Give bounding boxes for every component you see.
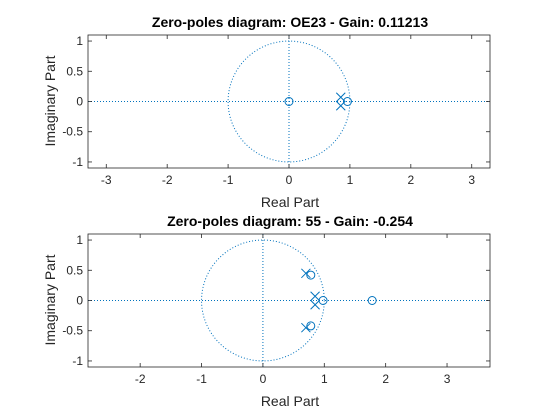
plot-1-xtick-label-3: 0 bbox=[286, 173, 293, 187]
plot-1-pole-0 bbox=[335, 92, 346, 103]
plot-1-pole-1 bbox=[335, 100, 346, 111]
plot-2-ytick-label-0: -1 bbox=[72, 354, 83, 368]
plot-1-ticks: -3 -2 -1 0 1 2 3 -1 -0.5 0 0.5 1 bbox=[62, 34, 490, 187]
plot-2: Zero-poles diagram: 55 - Gain: -0.254 -2… bbox=[42, 213, 491, 409]
plot-2-pole-2 bbox=[310, 291, 320, 302]
plot-1-xtick-label-0: -3 bbox=[101, 173, 112, 187]
plot-2-xtick-label-5: 3 bbox=[444, 372, 451, 386]
plot-2-xtick-label-4: 2 bbox=[382, 372, 389, 386]
plot-2-xtick-label-0: -2 bbox=[135, 372, 146, 386]
plot-1-ylabel: Imaginary Part bbox=[42, 55, 58, 146]
plot-1-ytick-label-4: 1 bbox=[76, 34, 83, 48]
plot-2-ytick-label-3: 0.5 bbox=[66, 263, 83, 277]
plot-2-pole-3 bbox=[310, 299, 320, 310]
plot-2-xlabel: Real Part bbox=[261, 393, 319, 409]
plot-1-ytick-label-0: -1 bbox=[72, 155, 83, 169]
plot-2-ytick-label-1: -0.5 bbox=[62, 324, 83, 338]
plot-2-zero-3 bbox=[367, 296, 377, 305]
plot-2-title: Zero-poles diagram: 55 - Gain: -0.254 bbox=[167, 213, 413, 229]
plot-2-pole-0 bbox=[301, 268, 311, 279]
plot-2-content bbox=[88, 234, 490, 367]
plot-1-ytick-label-2: 0 bbox=[76, 95, 83, 109]
plot-2-ytick-label-2: 0 bbox=[76, 294, 83, 308]
plot-2-ylabel: Imaginary Part bbox=[42, 254, 58, 345]
plot-1-xtick-label-2: -1 bbox=[223, 173, 234, 187]
plot-1-xtick-label-5: 2 bbox=[407, 173, 414, 187]
plot-1-xtick-label-4: 1 bbox=[347, 173, 354, 187]
plot-1-unit-circle bbox=[227, 40, 351, 163]
plot-1-zero-0 bbox=[284, 97, 294, 106]
plot-1-zero-1 bbox=[342, 97, 352, 106]
plot-2-xtick-label-1: -1 bbox=[196, 372, 207, 386]
plot-2-xtick-label-3: 1 bbox=[321, 372, 328, 386]
plot-2-unit-circle bbox=[201, 239, 325, 362]
plot-1-ytick-label-1: -0.5 bbox=[62, 125, 83, 139]
plot-1-title: Zero-poles diagram: OE23 - Gain: 0.11213 bbox=[152, 14, 428, 30]
plot-1-content bbox=[88, 35, 490, 168]
plot-2-pole-1 bbox=[301, 322, 311, 333]
plot-2-ytick-label-4: 1 bbox=[76, 233, 83, 247]
plot-2-xtick-label-2: 0 bbox=[260, 372, 267, 386]
plot-2-zero-1 bbox=[306, 321, 316, 331]
plot-1: Zero-poles diagram: OE23 - Gain: 0.11213… bbox=[42, 14, 491, 210]
plot-1-xtick-label-1: -2 bbox=[162, 173, 173, 187]
plot-1-ytick-label-3: 0.5 bbox=[66, 64, 83, 78]
plot-1-xlabel: Real Part bbox=[261, 194, 319, 210]
plot-2-zero-0 bbox=[306, 270, 316, 280]
plot-2-ticks: -2 -1 0 1 2 3 -1 -0.5 0 0.5 1 bbox=[62, 233, 490, 386]
plot-1-xtick-label-6: 3 bbox=[468, 173, 475, 187]
